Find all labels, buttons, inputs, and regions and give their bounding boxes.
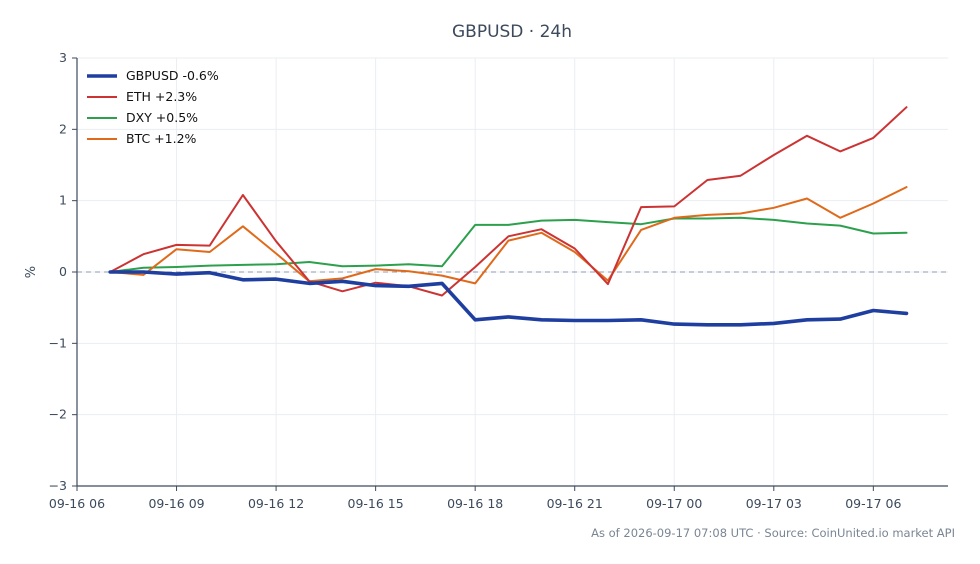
- x-tick-label: 09-17 06: [845, 496, 901, 511]
- x-tick-label: 09-16 09: [148, 496, 204, 511]
- legend-label-dxy: DXY +0.5%: [126, 110, 198, 125]
- y-tick-label: −1: [49, 335, 67, 350]
- y-tick-label: −3: [49, 478, 67, 493]
- x-tick-label: 09-16 18: [447, 496, 503, 511]
- y-tick-label: −2: [49, 407, 67, 422]
- x-tick-label: 09-16 06: [49, 496, 105, 511]
- x-tick-label: 09-17 03: [746, 496, 802, 511]
- legend-label-gbpusd: GBPUSD -0.6%: [126, 68, 219, 83]
- series-line-dxy: [109, 216, 908, 273]
- legend-label-btc: BTC +1.2%: [126, 131, 197, 146]
- y-tick-label: 2: [59, 121, 67, 136]
- footer-source: As of 2026-09-17 07:08 UTC · Source: Coi…: [591, 526, 955, 540]
- legend: GBPUSD -0.6% ETH +2.3% DXY +0.5% BTC +1.2%: [87, 68, 219, 146]
- x-tick-label: 09-16 21: [547, 496, 603, 511]
- y-tick-label: 3: [59, 50, 67, 65]
- legend-label-eth: ETH +2.3%: [126, 89, 197, 104]
- x-tick-label: 09-17 00: [646, 496, 702, 511]
- x-tick-label: 09-16 15: [348, 496, 404, 511]
- axes: 3 2 1 0 −1 −2 −3 09-16 06 09-16 09 09-16 12 09-16 …: [49, 50, 948, 511]
- series-lines: [108, 106, 909, 327]
- series-line-eth: [109, 106, 908, 297]
- y-tick-label: 0: [59, 264, 67, 279]
- y-tick-label: 1: [59, 193, 67, 208]
- chart-title: GBPUSD · 24h: [452, 22, 572, 42]
- y-axis-label: %: [24, 266, 39, 278]
- x-tick-label: 09-16 12: [248, 496, 304, 511]
- series-line-btc: [109, 186, 908, 285]
- series-line-gbpusd: [108, 270, 909, 327]
